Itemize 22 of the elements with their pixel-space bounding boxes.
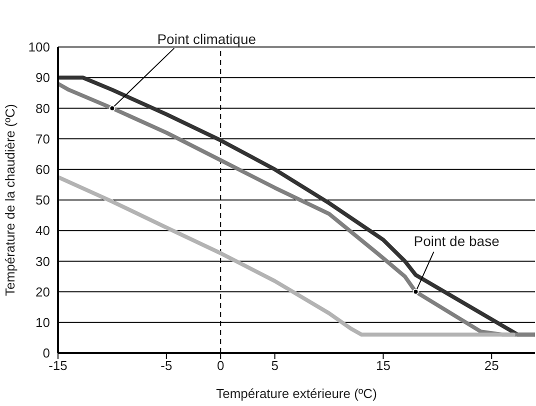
y-tick-label: 90 <box>36 70 50 86</box>
y-tick-label: 100 <box>28 40 50 55</box>
y-tick-label: 80 <box>36 100 50 116</box>
y-tick-label: 70 <box>36 131 50 146</box>
x-tick-label: 5 <box>271 358 278 374</box>
y-tick-label: 30 <box>36 254 50 269</box>
x-axis-title: Température extérieure (ºC) <box>216 386 377 401</box>
y-tick-label: 10 <box>36 315 50 330</box>
y-axis-title: Température de la chaudière (ºC) <box>2 104 18 296</box>
x-tick-label: -5 <box>160 358 172 374</box>
line-series <box>58 175 516 337</box>
x-tick-label: -15 <box>48 358 68 374</box>
y-tick-label: 40 <box>36 223 50 238</box>
y-tick-label: 20 <box>36 284 50 300</box>
annotation: Point de base <box>414 232 500 249</box>
y-tick-label: 60 <box>36 162 50 178</box>
y-tick-label: 50 <box>36 192 50 208</box>
annotation: Point climatique <box>157 31 256 48</box>
x-tick-label: 25 <box>484 358 499 374</box>
x-tick-label: 0 <box>216 358 224 374</box>
y-tick-label: 0 <box>42 346 50 361</box>
x-tick-label: 15 <box>376 358 390 374</box>
